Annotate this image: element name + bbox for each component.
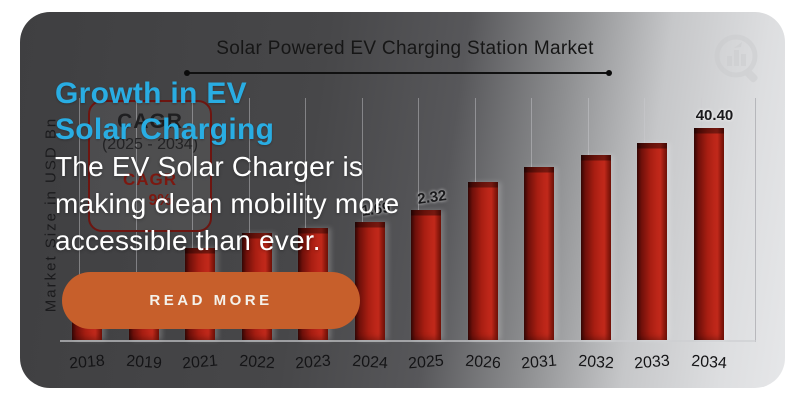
x-axis-label: 2018 (68, 352, 106, 373)
bar-value-label: 40.40 (695, 107, 734, 124)
chart-magnifier-icon (714, 34, 758, 83)
cagr-label: CAGR (117, 110, 183, 133)
line-end-dot (606, 70, 612, 76)
gridline (192, 98, 193, 340)
x-axis-label: 2023 (294, 352, 332, 373)
read-more-button[interactable]: READ MORE (62, 272, 360, 329)
hero-heading-line2: Solar Charging (55, 113, 275, 146)
gridline (248, 98, 250, 340)
x-axis-label: 2033 (633, 352, 671, 373)
gridline (79, 98, 80, 340)
plot-right-border (755, 98, 756, 342)
bar-value-label: 2.32 (416, 187, 448, 208)
bar-2031 (524, 167, 554, 340)
x-axis-label: 2024 (351, 352, 388, 373)
hero-body-line1: The EV Solar Charger is (55, 151, 364, 182)
hero-body-line3: accessible than ever. (55, 225, 321, 256)
cagr-value-partial: 9% (148, 192, 172, 209)
gridline (305, 98, 306, 340)
cagr-label-red: CAGR (122, 170, 178, 189)
x-axis-label: 2034 (690, 352, 727, 373)
bar-2034 (693, 128, 724, 340)
x-axis-label: 2021 (181, 352, 219, 373)
bar-2026 (467, 182, 498, 340)
bar-2033 (637, 143, 667, 340)
infographic-card: 2018 2019 2021 2022 2023 2024 2025 2026 2031 2032… (20, 12, 785, 388)
cagr-period: (2025 - 2034) (101, 136, 199, 153)
gridline (135, 98, 137, 340)
x-axis-label: 2032 (577, 352, 614, 373)
hero-body: The EV Solar Charger is making clean mob… (55, 148, 399, 259)
hero-heading-line1: Growth in EV (55, 77, 247, 110)
hero-body-line2: making clean mobility more (55, 188, 400, 219)
gridline (361, 98, 363, 340)
x-axis-label: 2025 (407, 352, 445, 373)
x-axis-label: 2022 (238, 352, 275, 373)
bar-2025 (411, 210, 441, 340)
line-end-dot (184, 70, 190, 76)
chart-title: Solar Powered EV Charging Station Market (216, 38, 594, 59)
x-axis-label: 2019 (125, 352, 162, 373)
bar-2024 (354, 222, 385, 340)
x-axis-label: 2031 (520, 352, 558, 373)
title-underline (184, 70, 612, 76)
x-axis-label: 2026 (464, 352, 501, 373)
cagr-callout-box: CAGR (2025 - 2034) CAGR 9% (88, 100, 212, 232)
bar-2032 (580, 155, 611, 340)
x-axis-line (60, 340, 756, 342)
hero-heading: Growth in EV Solar Charging (55, 76, 274, 148)
